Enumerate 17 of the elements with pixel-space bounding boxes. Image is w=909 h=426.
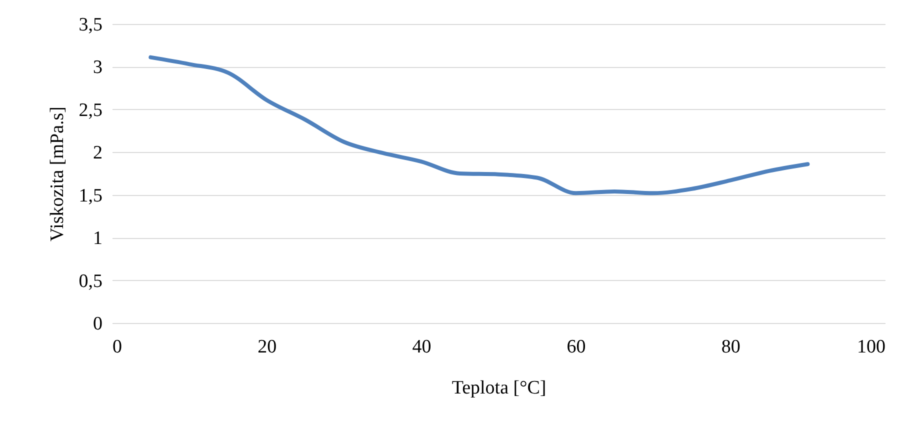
- x-tick-label: 80: [721, 336, 740, 358]
- x-tick-label: 100: [857, 336, 886, 358]
- y-tick-label: 2: [93, 142, 102, 164]
- x-tick-label: 0: [112, 336, 122, 358]
- x-tick-label: 20: [258, 336, 277, 358]
- line-series: [148, 55, 810, 196]
- x-tick-label: 60: [566, 336, 586, 358]
- y-tick-label: 1,5: [78, 185, 102, 206]
- x-axis-title: Teplota [°C]: [452, 378, 546, 398]
- y-tick-label: 1: [93, 228, 102, 250]
- y-tick-label: 0,5: [78, 270, 102, 292]
- y-tick-label: 2,5: [78, 100, 102, 121]
- y-tick-label: 3,5: [78, 14, 102, 36]
- x-tick-label: 40: [412, 336, 432, 358]
- y-tick-label: 0: [93, 314, 102, 334]
- y-tick-label: 3: [93, 57, 102, 78]
- y-axis-title: Viskozita [mPa.s]: [46, 106, 68, 242]
